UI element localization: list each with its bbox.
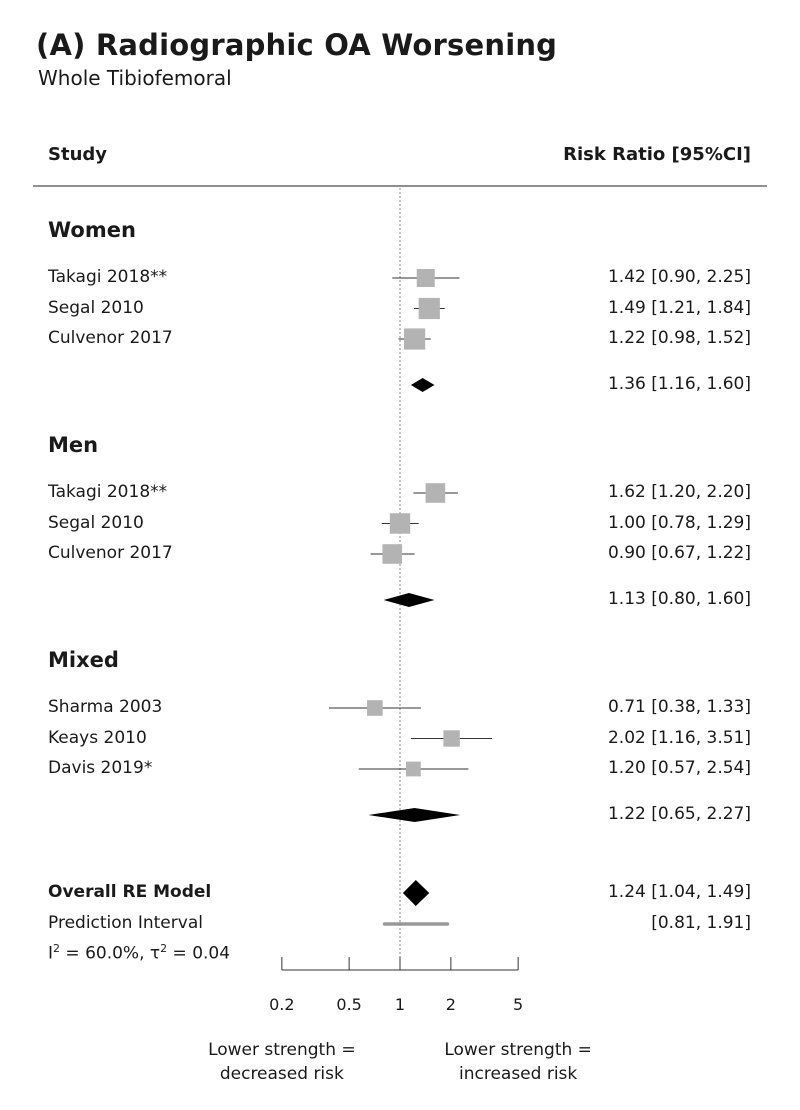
x-caption-right: Lower strength = increased risk (428, 1038, 608, 1086)
x-caption-right-line: Lower strength = (444, 1040, 592, 1060)
study-box (418, 297, 440, 320)
study-value: 1.42 [0.90, 2.25] (607, 267, 751, 287)
x-tick-label: 0.2 (269, 995, 295, 1014)
study-label: Segal 2010 (48, 297, 144, 318)
group-label-mixed: Mixed (48, 648, 119, 672)
summary-value: 1.36 [1.16, 1.60] (607, 374, 751, 394)
summary-diamond (410, 378, 435, 392)
study-label: Culvenor 2017 (48, 328, 173, 348)
prediction-interval-label: Prediction Interval (48, 913, 203, 933)
summary-diamond (368, 808, 461, 822)
x-caption-right-line: increased risk (458, 1064, 578, 1084)
summary-diamond (383, 593, 435, 607)
study-box (416, 269, 435, 287)
study-label: Takagi 2018** (48, 267, 168, 287)
chart-subtitle: Whole Tibiofemoral (38, 66, 232, 90)
study-label: Segal 2010 (48, 512, 144, 533)
study-box (403, 328, 426, 350)
x-tick-label: 1 (394, 995, 406, 1014)
study-box (405, 761, 421, 777)
study-label: Sharma 2003 (48, 697, 163, 717)
study-value: 2.02 [1.16, 3.51] (607, 727, 751, 748)
x-tick-label: 2 (445, 995, 456, 1014)
summary-value: 1.22 [0.65, 2.27] (607, 804, 751, 824)
study-label: Takagi 2018** (48, 482, 168, 502)
study-box (367, 700, 383, 716)
study-label: Davis 2019* (48, 758, 153, 778)
chart-title: (A) Radiographic OA Worsening (36, 28, 558, 62)
study-label: Keays 2010 (48, 727, 147, 748)
effect-column-header: Risk Ratio [95%CI] (563, 144, 751, 165)
study-box (382, 544, 403, 564)
study-value: 0.71 [0.38, 1.33] (607, 697, 751, 717)
prediction-interval-value: [0.81, 1.91] (651, 913, 751, 933)
study-value: 1.22 [0.98, 1.52] (607, 328, 751, 348)
overall-value: 1.24 [1.04, 1.49] (607, 882, 751, 902)
group-label-men: Men (48, 433, 99, 457)
overall-diamond (402, 880, 430, 906)
study-label: Culvenor 2017 (48, 543, 173, 563)
study-box (425, 483, 446, 503)
study-value: 1.20 [0.57, 2.54] (607, 758, 751, 778)
overall-label: Overall RE Model (48, 882, 212, 902)
study-value: 1.00 [0.78, 1.29] (607, 512, 751, 533)
x-caption-left-line: decreased risk (219, 1064, 344, 1084)
group-label-women: Women (48, 218, 136, 242)
study-box (443, 730, 460, 747)
study-column-header: Study (48, 144, 108, 165)
x-tick-label: 0.5 (336, 995, 362, 1014)
x-caption-left-line: Lower strength = (208, 1040, 356, 1060)
study-box (389, 513, 411, 534)
summary-value: 1.13 [0.80, 1.60] (607, 589, 751, 609)
study-value: 0.90 [0.67, 1.22] (607, 543, 751, 563)
heterogeneity-stat: I2 = 60.0%, τ2 = 0.04 (48, 942, 231, 964)
x-caption-left: Lower strength = decreased risk (192, 1038, 372, 1086)
study-value: 1.62 [1.20, 2.20] (607, 482, 751, 502)
x-tick-label: 5 (513, 995, 524, 1014)
study-value: 1.49 [1.21, 1.84] (607, 297, 751, 318)
